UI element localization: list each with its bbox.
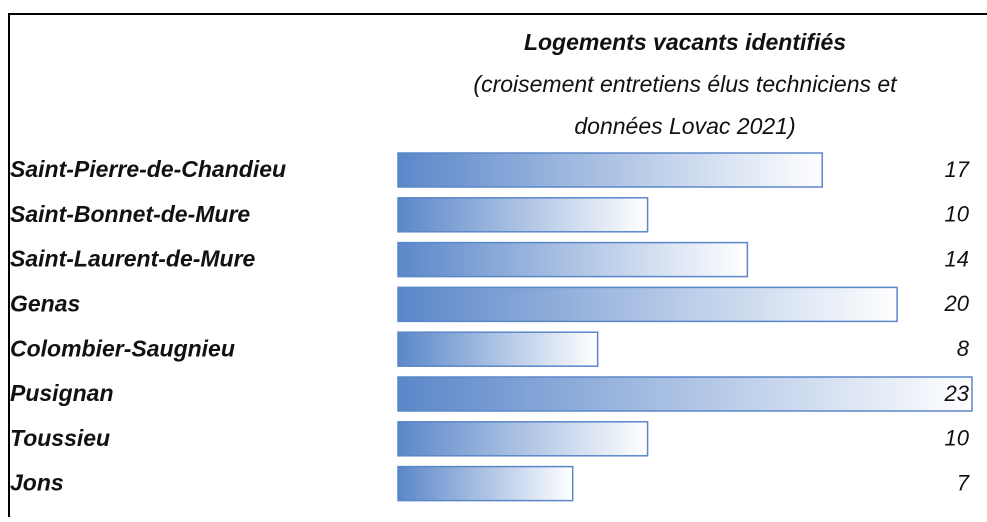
value-label: 10 bbox=[945, 202, 970, 227]
row-label: Toussieu bbox=[10, 425, 110, 451]
data-bar bbox=[397, 152, 824, 188]
row-label: Genas bbox=[10, 290, 80, 316]
value-label: 8 bbox=[957, 336, 970, 361]
header-title: Logements vacants identifiés bbox=[524, 29, 846, 55]
row-label: Saint-Pierre-de-Chandieu bbox=[10, 156, 286, 182]
data-bar bbox=[397, 376, 973, 412]
value-label: 20 bbox=[944, 291, 970, 316]
row-label: Colombier-Saugnieu bbox=[10, 335, 235, 361]
data-bar bbox=[397, 241, 749, 278]
row-label: Saint-Bonnet-de-Mure bbox=[10, 201, 250, 227]
value-label: 14 bbox=[945, 246, 969, 271]
data-bar bbox=[397, 286, 898, 323]
data-bar bbox=[397, 331, 599, 367]
value-label: 10 bbox=[945, 426, 970, 451]
data-bar bbox=[397, 465, 574, 502]
value-label: 23 bbox=[944, 381, 970, 406]
header-subtitle: (croisement entretiens élus techniciens … bbox=[473, 71, 898, 97]
value-label: 7 bbox=[957, 470, 970, 495]
row-label: Saint-Laurent-de-Mure bbox=[10, 246, 256, 272]
header-subtitle: données Lovac 2021) bbox=[574, 113, 795, 139]
data-bar bbox=[397, 197, 649, 233]
data-bar bbox=[397, 421, 649, 457]
row-label: Jons bbox=[10, 470, 64, 496]
row-label: Pusignan bbox=[10, 380, 114, 406]
value-label: 17 bbox=[945, 157, 970, 182]
